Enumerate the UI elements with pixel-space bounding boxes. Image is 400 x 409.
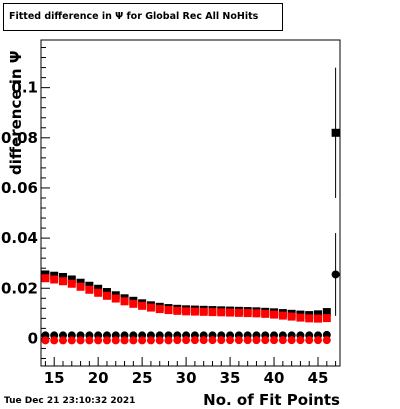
red-square-point [199, 307, 208, 316]
red-circle-point [94, 336, 103, 345]
black-square-point [76, 278, 85, 287]
red-circle-point [234, 336, 243, 345]
red-circle-point [217, 336, 226, 345]
red-circle-point [305, 336, 314, 345]
red-circle-point [41, 336, 50, 345]
red-square-point [217, 308, 226, 317]
black-square-point [67, 275, 76, 284]
red-square-point [85, 285, 94, 294]
red-circle-point [50, 336, 59, 345]
red-square-point [41, 274, 50, 283]
red-square-point [190, 307, 199, 316]
datestamp: Tue Dec 21 23:10:32 2021 [4, 396, 136, 406]
red-circle-point [287, 336, 296, 345]
red-circle-point [155, 336, 164, 345]
x-tick-label: 45 [308, 369, 329, 387]
red-square-point [111, 294, 120, 303]
x-tick-label: 20 [88, 369, 109, 387]
red-circle-point [261, 336, 270, 345]
chart-title-box: Fitted difference in Ψ for Global Rec Al… [3, 3, 283, 31]
red-square-point [208, 308, 217, 317]
red-circle-point [111, 336, 120, 345]
x-tick-label: 35 [220, 369, 241, 387]
red-square-point [155, 305, 164, 314]
red-circle-point [208, 336, 217, 345]
red-square-point [129, 299, 138, 308]
red-circle-point [270, 336, 279, 345]
red-square-point [120, 297, 129, 306]
chart-title: Fitted difference in Ψ for Global Rec Al… [9, 11, 259, 22]
red-square-point [322, 314, 331, 323]
red-circle-point [164, 336, 173, 345]
red-square-point [243, 309, 252, 318]
x-axis-ticks: 15 20 25 30 35 40 45 [44, 357, 337, 387]
y-tick-label: 0.1 [11, 79, 38, 97]
x-tick-label: 30 [176, 369, 197, 387]
red-square-point [305, 314, 314, 323]
black-square-point [58, 272, 67, 281]
red-circle-point [146, 336, 155, 345]
red-square-point [146, 303, 155, 312]
red-square-point [287, 312, 296, 321]
x-axis-title: No. of Fit Points [203, 391, 340, 409]
red-square-point [296, 313, 305, 322]
red-square-point [94, 288, 103, 297]
red-square-point [182, 307, 191, 316]
red-circle-point [120, 336, 129, 345]
red-circle-point [173, 336, 182, 345]
black-square-point [314, 310, 323, 319]
y-tick-label: 0 [28, 329, 38, 347]
y-tick-label: 0.06 [1, 179, 38, 197]
y-tick-label: 0.08 [1, 129, 38, 147]
red-square-point [50, 275, 59, 284]
red-circle-point [129, 336, 138, 345]
red-circle-point [314, 336, 323, 345]
red-square-point [138, 301, 147, 310]
red-square-point [76, 282, 85, 291]
red-square-point [58, 277, 67, 286]
y-tick-label: 0.04 [1, 229, 38, 247]
outlier-circle-point [331, 270, 340, 279]
red-square-point [314, 314, 323, 323]
data-markers [41, 67, 340, 345]
red-circle-point [58, 336, 67, 345]
black-square-point [94, 284, 103, 293]
red-circle-point [226, 336, 235, 345]
red-circle-point [85, 336, 94, 345]
red-square-point [270, 310, 279, 319]
red-square-point [261, 309, 270, 318]
red-square-point [226, 308, 235, 317]
red-circle-point [76, 336, 85, 345]
red-circle-point [296, 336, 305, 345]
red-circle-point [243, 336, 252, 345]
red-square-point [173, 306, 182, 315]
red-circle-point [190, 336, 199, 345]
y-axis-title: difference in Ψ [7, 50, 25, 175]
red-circle-point [199, 336, 208, 345]
red-circle-point [182, 336, 191, 345]
red-square-point [102, 291, 111, 300]
red-square-point [67, 279, 76, 288]
plot-frame [40, 39, 341, 367]
red-square-point [164, 306, 173, 315]
red-circle-point [252, 336, 261, 345]
x-tick-label: 15 [44, 369, 65, 387]
red-circle-point [67, 336, 76, 345]
red-square-point [234, 308, 243, 317]
x-tick-label: 25 [132, 369, 153, 387]
red-square-point [278, 311, 287, 320]
y-tick-label: 0.02 [1, 279, 38, 297]
red-circle-point [102, 336, 111, 345]
outlier-square-point [331, 128, 340, 137]
red-circle-point [322, 336, 331, 345]
black-square-point [85, 281, 94, 290]
red-circle-point [278, 336, 287, 345]
red-circle-point [138, 336, 147, 345]
red-square-point [252, 309, 261, 318]
x-tick-label: 40 [264, 369, 285, 387]
black-square-point [322, 308, 331, 317]
